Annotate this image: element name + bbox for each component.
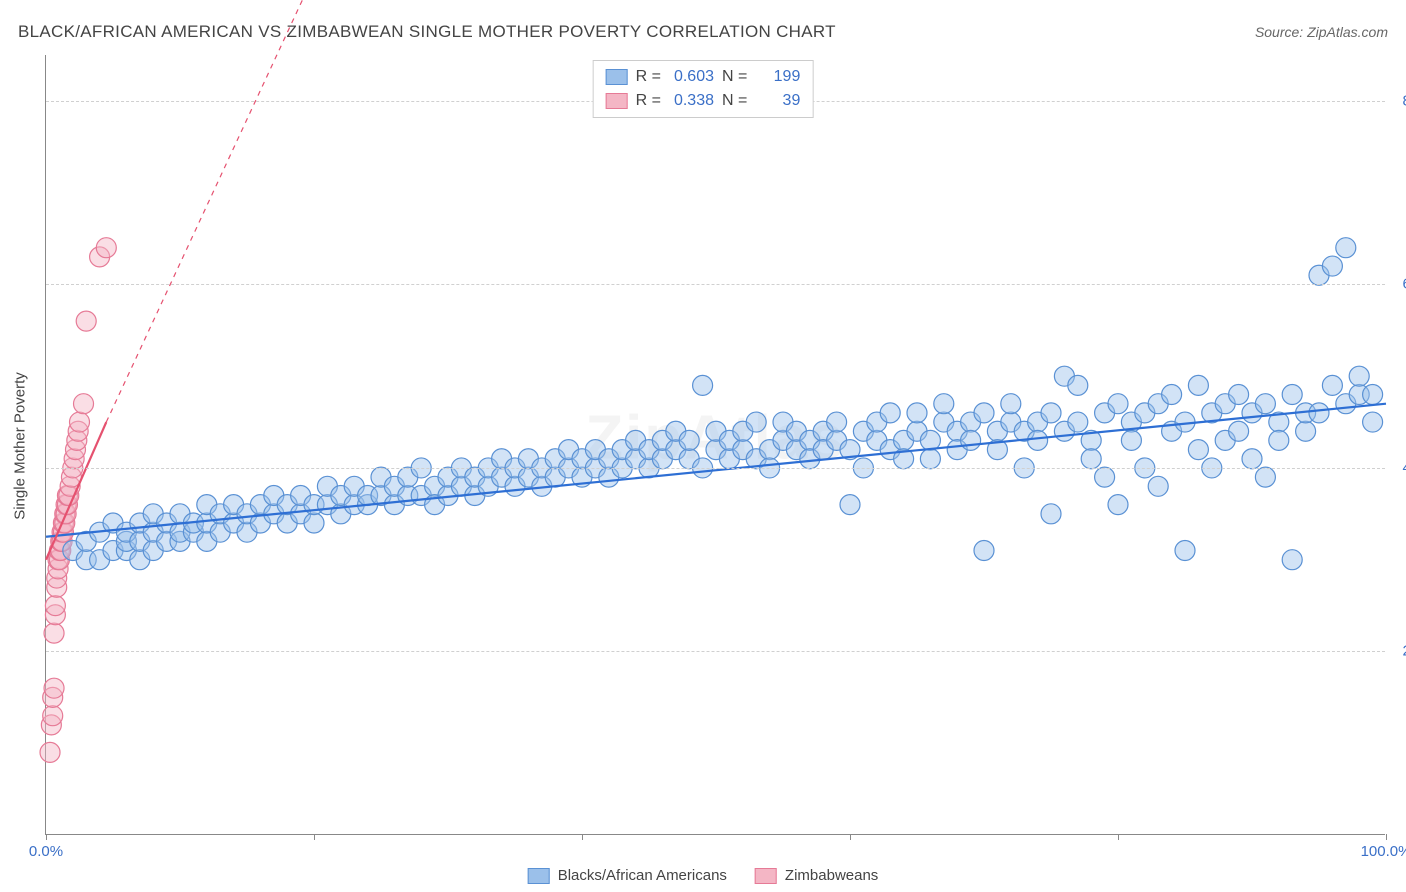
data-point-blue [1175, 541, 1195, 561]
data-point-blue [974, 403, 994, 423]
data-point-blue [1148, 476, 1168, 496]
x-tick-label: 0.0% [29, 843, 63, 860]
data-point-blue [974, 541, 994, 561]
data-point-pink [40, 742, 60, 762]
r-label-blue: R = [636, 65, 661, 89]
n-label-blue: N = [722, 65, 747, 89]
bottom-legend: Blacks/African Americans Zimbabweans [528, 867, 879, 884]
data-point-pink [43, 706, 63, 726]
stats-row-blue: R = 0.603 N = 199 [606, 65, 801, 89]
swatch-blue [606, 69, 628, 85]
trend-ext-pink [106, 0, 340, 422]
r-label-pink: R = [636, 89, 661, 113]
source-prefix: Source: [1255, 24, 1307, 40]
data-point-pink [96, 238, 116, 258]
data-point-blue [1282, 550, 1302, 570]
n-value-blue: 199 [755, 65, 800, 89]
data-point-pink [45, 596, 65, 616]
legend-swatch-pink [755, 868, 777, 884]
y-axis-label: Single Mother Poverty [12, 372, 29, 520]
legend-label-blue: Blacks/African Americans [558, 867, 727, 884]
data-point-blue [1269, 430, 1289, 450]
legend-swatch-blue [528, 868, 550, 884]
data-point-pink [44, 623, 64, 643]
data-point-blue [1188, 440, 1208, 460]
title-bar: BLACK/AFRICAN AMERICAN VS ZIMBABWEAN SIN… [18, 22, 1388, 42]
x-tick [850, 834, 851, 840]
data-point-blue [1336, 238, 1356, 258]
data-point-blue [1095, 467, 1115, 487]
data-point-blue [880, 403, 900, 423]
x-tick [314, 834, 315, 840]
x-tick [46, 834, 47, 840]
r-value-blue: 0.603 [669, 65, 714, 89]
data-point-blue [1108, 394, 1128, 414]
plot-area: ZipAtlas 20.0%40.0%60.0%80.0%0.0%100.0% [45, 55, 1385, 835]
data-point-blue [961, 430, 981, 450]
legend-item-blue: Blacks/African Americans [528, 867, 727, 884]
data-point-blue [1255, 467, 1275, 487]
source-attribution: Source: ZipAtlas.com [1255, 24, 1388, 40]
data-point-blue [1282, 385, 1302, 405]
data-point-pink [76, 311, 96, 331]
x-tick-label: 100.0% [1361, 843, 1406, 860]
n-value-pink: 39 [755, 89, 800, 113]
data-point-pink [70, 412, 90, 432]
legend-item-pink: Zimbabweans [755, 867, 878, 884]
source-name: ZipAtlas.com [1307, 24, 1388, 40]
data-point-blue [304, 513, 324, 533]
data-point-blue [840, 495, 860, 515]
data-point-blue [1242, 449, 1262, 469]
x-tick [1118, 834, 1119, 840]
data-point-blue [907, 403, 927, 423]
x-tick [582, 834, 583, 840]
grid-line-h [46, 284, 1385, 285]
r-value-pink: 0.338 [669, 89, 714, 113]
data-point-blue [1322, 256, 1342, 276]
data-point-blue [1028, 430, 1048, 450]
y-tick-label: 20.0% [1390, 643, 1406, 660]
data-point-blue [1322, 375, 1342, 395]
data-point-blue [1296, 421, 1316, 441]
data-point-blue [679, 430, 699, 450]
n-label-pink: N = [722, 89, 747, 113]
grid-line-h [46, 651, 1385, 652]
chart-title: BLACK/AFRICAN AMERICAN VS ZIMBABWEAN SIN… [18, 22, 836, 42]
stats-row-pink: R = 0.338 N = 39 [606, 89, 801, 113]
data-point-pink [74, 394, 94, 414]
data-point-blue [1121, 430, 1141, 450]
legend-label-pink: Zimbabweans [785, 867, 878, 884]
data-point-blue [1229, 385, 1249, 405]
data-point-blue [1188, 375, 1208, 395]
plot-svg [46, 55, 1385, 834]
data-point-blue [746, 412, 766, 432]
data-point-blue [1041, 403, 1061, 423]
data-point-blue [1108, 495, 1128, 515]
data-point-blue [827, 412, 847, 432]
data-point-blue [1081, 449, 1101, 469]
data-point-blue [1068, 412, 1088, 432]
data-point-blue [1229, 421, 1249, 441]
data-point-blue [693, 375, 713, 395]
data-point-blue [1041, 504, 1061, 524]
data-point-blue [1255, 394, 1275, 414]
data-point-pink [44, 678, 64, 698]
data-point-blue [1363, 412, 1383, 432]
data-point-blue [920, 449, 940, 469]
swatch-pink [606, 93, 628, 109]
y-tick-label: 40.0% [1390, 459, 1406, 476]
x-tick [1386, 834, 1387, 840]
data-point-blue [934, 394, 954, 414]
data-point-blue [1309, 403, 1329, 423]
y-tick-label: 80.0% [1390, 92, 1406, 109]
y-tick-label: 60.0% [1390, 276, 1406, 293]
stats-legend: R = 0.603 N = 199 R = 0.338 N = 39 [593, 60, 814, 118]
data-point-blue [1162, 385, 1182, 405]
data-point-blue [1363, 385, 1383, 405]
data-point-blue [1001, 394, 1021, 414]
grid-line-h [46, 468, 1385, 469]
data-point-blue [1068, 375, 1088, 395]
data-point-blue [1349, 366, 1369, 386]
